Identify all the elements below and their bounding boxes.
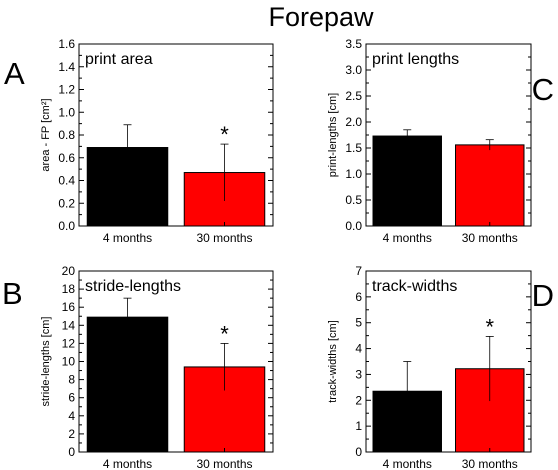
y-tick-label: 3.0 (345, 63, 362, 77)
figure-title: Forepaw (268, 2, 374, 32)
x-tick-label: 30 months (462, 457, 518, 470)
panel-title: track-widths (372, 278, 457, 295)
panel-letter: B (2, 276, 23, 311)
y-tick-label: 4 (355, 342, 362, 356)
x-tick-label: 4 months (383, 457, 432, 470)
y-tick-label: 2 (355, 393, 362, 407)
panel-title: print lengths (372, 51, 459, 68)
y-tick-label: 0.6 (58, 151, 75, 165)
y-tick-label: 6 (355, 290, 362, 304)
plot-frame (78, 270, 274, 453)
y-tick-label: 1.0 (58, 105, 75, 119)
panel-letter: A (4, 56, 25, 91)
significance-marker: * (220, 122, 229, 147)
y-tick-label: 1.4 (58, 60, 75, 74)
significance-marker: * (485, 314, 494, 339)
x-tick-label: 4 months (103, 457, 152, 470)
y-tick-label: 0 (355, 445, 362, 459)
bar-2 (455, 144, 525, 227)
x-tick-label: 30 months (196, 457, 252, 470)
y-tick-label: 1.6 (58, 37, 75, 51)
y-axis-label: track-widths [cm] (327, 320, 339, 403)
y-tick-label: 12 (62, 336, 76, 350)
y-tick-label: 0.4 (58, 174, 75, 188)
y-tick-label: 0 (68, 445, 75, 459)
y-tick-label: 2.0 (345, 115, 362, 129)
y-tick-label: 1.2 (58, 83, 75, 97)
y-tick-label: 0.2 (58, 196, 75, 210)
panel-letter: C (532, 72, 554, 107)
y-tick-label: 2 (68, 427, 75, 441)
y-axis-label: area - FP [cm²] (40, 98, 52, 171)
bar-1 (372, 135, 442, 227)
y-tick-label: 7 (355, 264, 362, 278)
y-tick-label: 8 (68, 373, 75, 387)
y-tick-label: 1.0 (345, 167, 362, 181)
y-tick-label: 0.0 (345, 219, 362, 233)
y-tick-label: 0.5 (345, 193, 362, 207)
y-tick-label: 0.0 (58, 219, 75, 233)
y-tick-label: 18 (62, 282, 76, 296)
y-tick-label: 1.5 (345, 141, 362, 155)
plot-frame (365, 43, 532, 227)
y-tick-label: 6 (68, 391, 75, 405)
y-tick-label: 1 (355, 419, 362, 433)
significance-marker: * (220, 321, 229, 346)
y-axis-label: print-lengths [cm] (327, 93, 339, 177)
y-tick-label: 2.5 (345, 89, 362, 103)
plot-frame (78, 43, 274, 227)
panel-letter: D (532, 278, 554, 313)
x-tick-label: 30 months (462, 231, 518, 245)
x-tick-label: 4 months (103, 231, 152, 245)
y-tick-label: 0.8 (58, 128, 75, 142)
plot-frame (365, 270, 532, 453)
y-tick-label: 4 (68, 409, 75, 423)
panel-title: print area (85, 51, 153, 68)
y-axis-label: stride-lengths [cm] (40, 317, 52, 407)
x-tick-label: 30 months (196, 231, 252, 245)
x-tick-label: 4 months (383, 231, 432, 245)
y-tick-label: 20 (62, 264, 76, 278)
y-tick-label: 14 (62, 318, 76, 332)
panel-title: stride-lengths (85, 278, 181, 295)
bar-1 (86, 316, 169, 453)
y-tick-label: 5 (355, 316, 362, 330)
y-tick-label: 10 (62, 355, 76, 369)
y-tick-label: 3 (355, 367, 362, 381)
y-tick-label: 3.5 (345, 37, 362, 51)
y-tick-label: 16 (62, 300, 76, 314)
